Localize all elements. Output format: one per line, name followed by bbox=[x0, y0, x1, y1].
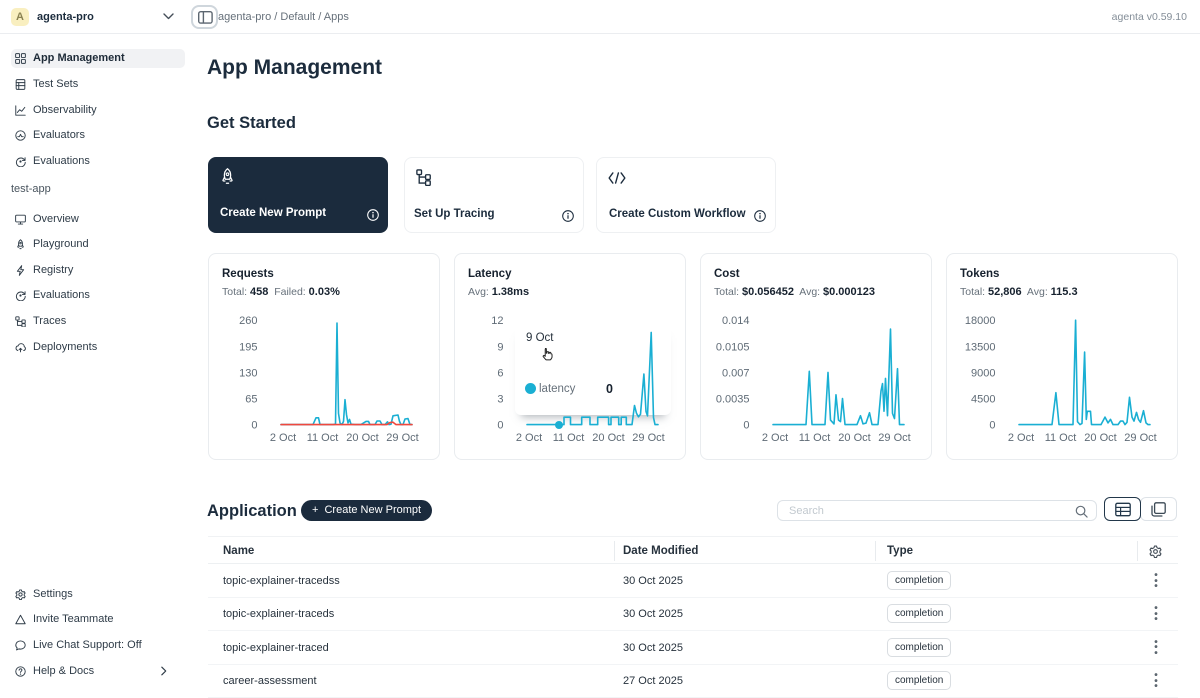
svg-text:0.0035: 0.0035 bbox=[716, 394, 750, 406]
svg-text:11 Oct: 11 Oct bbox=[553, 432, 585, 444]
svg-text:2 Oct: 2 Oct bbox=[1008, 432, 1034, 444]
svg-text:18000: 18000 bbox=[965, 315, 996, 327]
svg-text:0: 0 bbox=[989, 420, 995, 432]
svg-text:20 Oct: 20 Oct bbox=[346, 432, 378, 444]
svg-text:65: 65 bbox=[245, 394, 257, 406]
svg-text:29 Oct: 29 Oct bbox=[878, 432, 910, 444]
svg-text:130: 130 bbox=[239, 367, 257, 379]
svg-text:2 Oct: 2 Oct bbox=[270, 432, 296, 444]
svg-text:4500: 4500 bbox=[971, 394, 995, 406]
svg-text:0: 0 bbox=[497, 420, 503, 432]
svg-text:29 Oct: 29 Oct bbox=[632, 432, 664, 444]
svg-text:11 Oct: 11 Oct bbox=[1045, 432, 1077, 444]
svg-text:9: 9 bbox=[497, 341, 503, 353]
svg-text:2 Oct: 2 Oct bbox=[762, 432, 788, 444]
svg-text:11 Oct: 11 Oct bbox=[799, 432, 831, 444]
svg-text:13500: 13500 bbox=[965, 341, 996, 353]
svg-text:3: 3 bbox=[497, 394, 503, 406]
svg-text:0: 0 bbox=[251, 420, 257, 432]
svg-text:0.007: 0.007 bbox=[722, 367, 750, 379]
svg-text:12: 12 bbox=[491, 315, 503, 327]
svg-text:6: 6 bbox=[497, 367, 503, 379]
svg-text:0: 0 bbox=[743, 420, 749, 432]
svg-text:260: 260 bbox=[239, 315, 257, 327]
svg-text:20 Oct: 20 Oct bbox=[592, 432, 624, 444]
svg-text:11 Oct: 11 Oct bbox=[307, 432, 339, 444]
svg-text:2 Oct: 2 Oct bbox=[516, 432, 542, 444]
svg-text:0.014: 0.014 bbox=[722, 315, 750, 327]
svg-text:20 Oct: 20 Oct bbox=[838, 432, 870, 444]
svg-text:9000: 9000 bbox=[971, 367, 995, 379]
svg-text:0.0105: 0.0105 bbox=[716, 341, 750, 353]
svg-text:29 Oct: 29 Oct bbox=[1124, 432, 1156, 444]
svg-text:195: 195 bbox=[239, 341, 257, 353]
svg-text:29 Oct: 29 Oct bbox=[386, 432, 418, 444]
svg-text:20 Oct: 20 Oct bbox=[1084, 432, 1116, 444]
